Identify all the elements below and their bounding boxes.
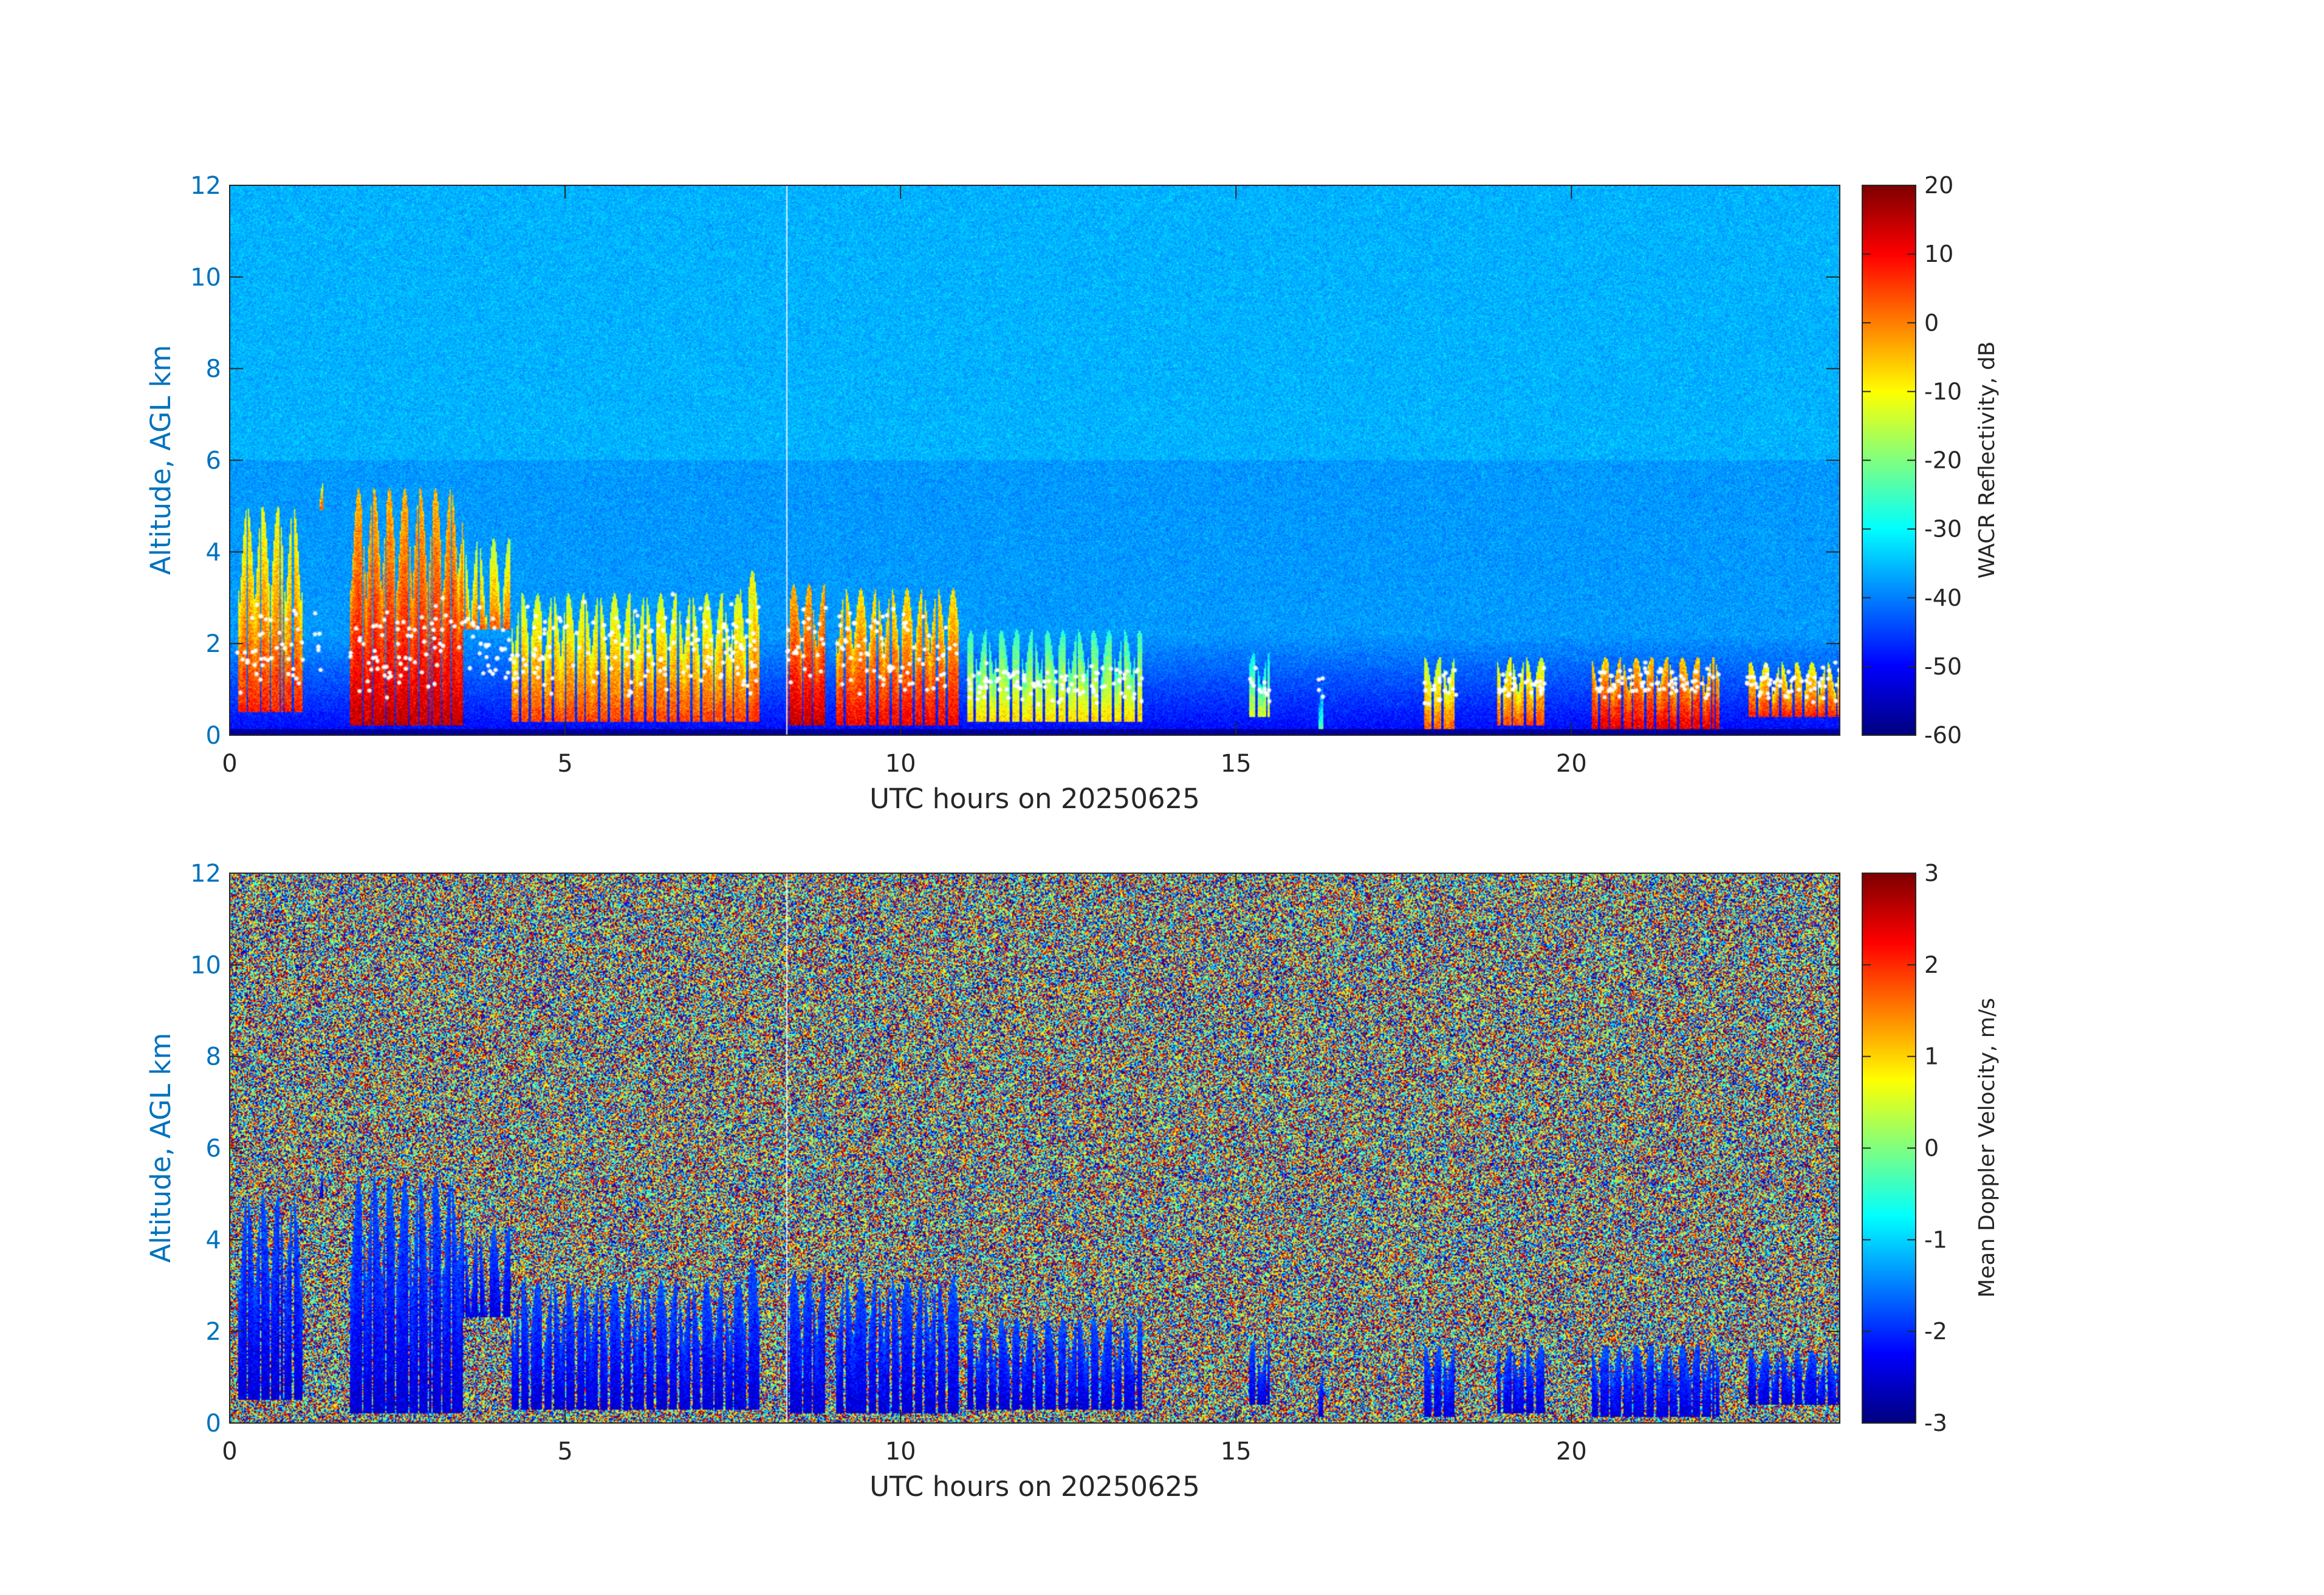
velocity-y-tick-label: 6 <box>206 1135 221 1163</box>
reflectivity-colorbar-label: WACR Reflectivity, dB <box>1975 341 2000 579</box>
velocity-colorbar-tick-label: -3 <box>1924 1410 1947 1436</box>
velocity-x-tick-label: 20 <box>1556 1438 1587 1466</box>
velocity-colorbar-tick-label: 2 <box>1924 952 1939 978</box>
reflectivity-x-tick-label: 15 <box>1221 750 1252 778</box>
velocity-x-tick-label: 10 <box>885 1438 916 1466</box>
reflectivity-x-tick-label: 5 <box>557 750 572 778</box>
reflectivity-panel: 0 5 10 15 20 0 2 4 6 8 10 12 Altitude, AGL km UTC h… <box>145 172 2000 815</box>
reflectivity-y-tick-label: 12 <box>190 172 221 200</box>
reflectivity-colorbar-tick-label: 10 <box>1924 241 1953 267</box>
reflectivity-y-tick-label: 0 <box>206 722 221 750</box>
reflectivity-colorbar-tick-label: -40 <box>1924 585 1962 611</box>
reflectivity-colorbar-tick-label: -50 <box>1924 653 1962 680</box>
reflectivity-colorbar-tick-label: -20 <box>1924 447 1962 474</box>
velocity-heatmap <box>230 873 1840 1423</box>
reflectivity-colorbar <box>1862 185 1916 735</box>
velocity-x-tick-label: 15 <box>1221 1438 1252 1466</box>
reflectivity-y-tick-label: 4 <box>206 538 221 566</box>
velocity-y-tick-label: 4 <box>206 1226 221 1254</box>
reflectivity-y-tick-label: 6 <box>206 447 221 475</box>
reflectivity-x-tick-label: 20 <box>1556 750 1587 778</box>
reflectivity-y-tick-label: 10 <box>190 264 221 292</box>
velocity-colorbar-tick-label: 1 <box>1924 1043 1939 1070</box>
velocity-colorbar-label: Mean Doppler Velocity, m/s <box>1975 998 2000 1297</box>
velocity-y-tick-label: 8 <box>206 1043 221 1071</box>
velocity-colorbar-ticks: -3 -2 -1 0 1 2 3 <box>1862 860 1947 1436</box>
velocity-y-tick-label: 12 <box>190 860 221 888</box>
reflectivity-colorbar-tick-label: -30 <box>1924 516 1962 543</box>
velocity-ticks: 0 5 10 15 20 0 2 4 6 8 10 12 <box>190 860 1840 1466</box>
reflectivity-x-tick-label: 10 <box>885 750 916 778</box>
reflectivity-x-axis-label: UTC hours on 20250625 <box>869 783 1200 815</box>
velocity-y-axis-label: Altitude, AGL km <box>145 1033 177 1263</box>
velocity-colorbar-tick-label: -1 <box>1924 1226 1947 1253</box>
velocity-y-tick-label: 0 <box>206 1410 221 1438</box>
reflectivity-colorbar-tick-label: -60 <box>1924 722 1962 749</box>
velocity-colorbar-tick-label: -2 <box>1924 1318 1947 1345</box>
velocity-y-tick-label: 10 <box>190 952 221 979</box>
reflectivity-ticks: 0 5 10 15 20 0 2 4 6 8 10 12 <box>190 172 1840 778</box>
reflectivity-colorbar-tick-label: 0 <box>1924 309 1939 336</box>
velocity-colorbar-tick-label: 3 <box>1924 860 1939 887</box>
reflectivity-colorbar-tick-label: 20 <box>1924 172 1953 199</box>
reflectivity-x-tick-label: 0 <box>222 750 237 778</box>
reflectivity-heatmap <box>230 185 1840 735</box>
reflectivity-y-axis-label: Altitude, AGL km <box>145 345 177 575</box>
velocity-x-axis-label: UTC hours on 20250625 <box>869 1470 1200 1503</box>
reflectivity-colorbar-tick-label: -10 <box>1924 378 1962 405</box>
reflectivity-y-tick-label: 2 <box>206 630 221 658</box>
velocity-x-tick-label: 5 <box>557 1438 572 1466</box>
velocity-colorbar <box>1862 873 1916 1423</box>
velocity-x-tick-label: 0 <box>222 1438 237 1466</box>
velocity-colorbar-tick-label: 0 <box>1924 1135 1939 1162</box>
reflectivity-colorbar-ticks: -60 -50 -40 -30 -20 -10 0 10 20 <box>1862 172 1962 749</box>
velocity-y-tick-label: 2 <box>206 1318 221 1346</box>
reflectivity-y-tick-label: 8 <box>206 355 221 383</box>
